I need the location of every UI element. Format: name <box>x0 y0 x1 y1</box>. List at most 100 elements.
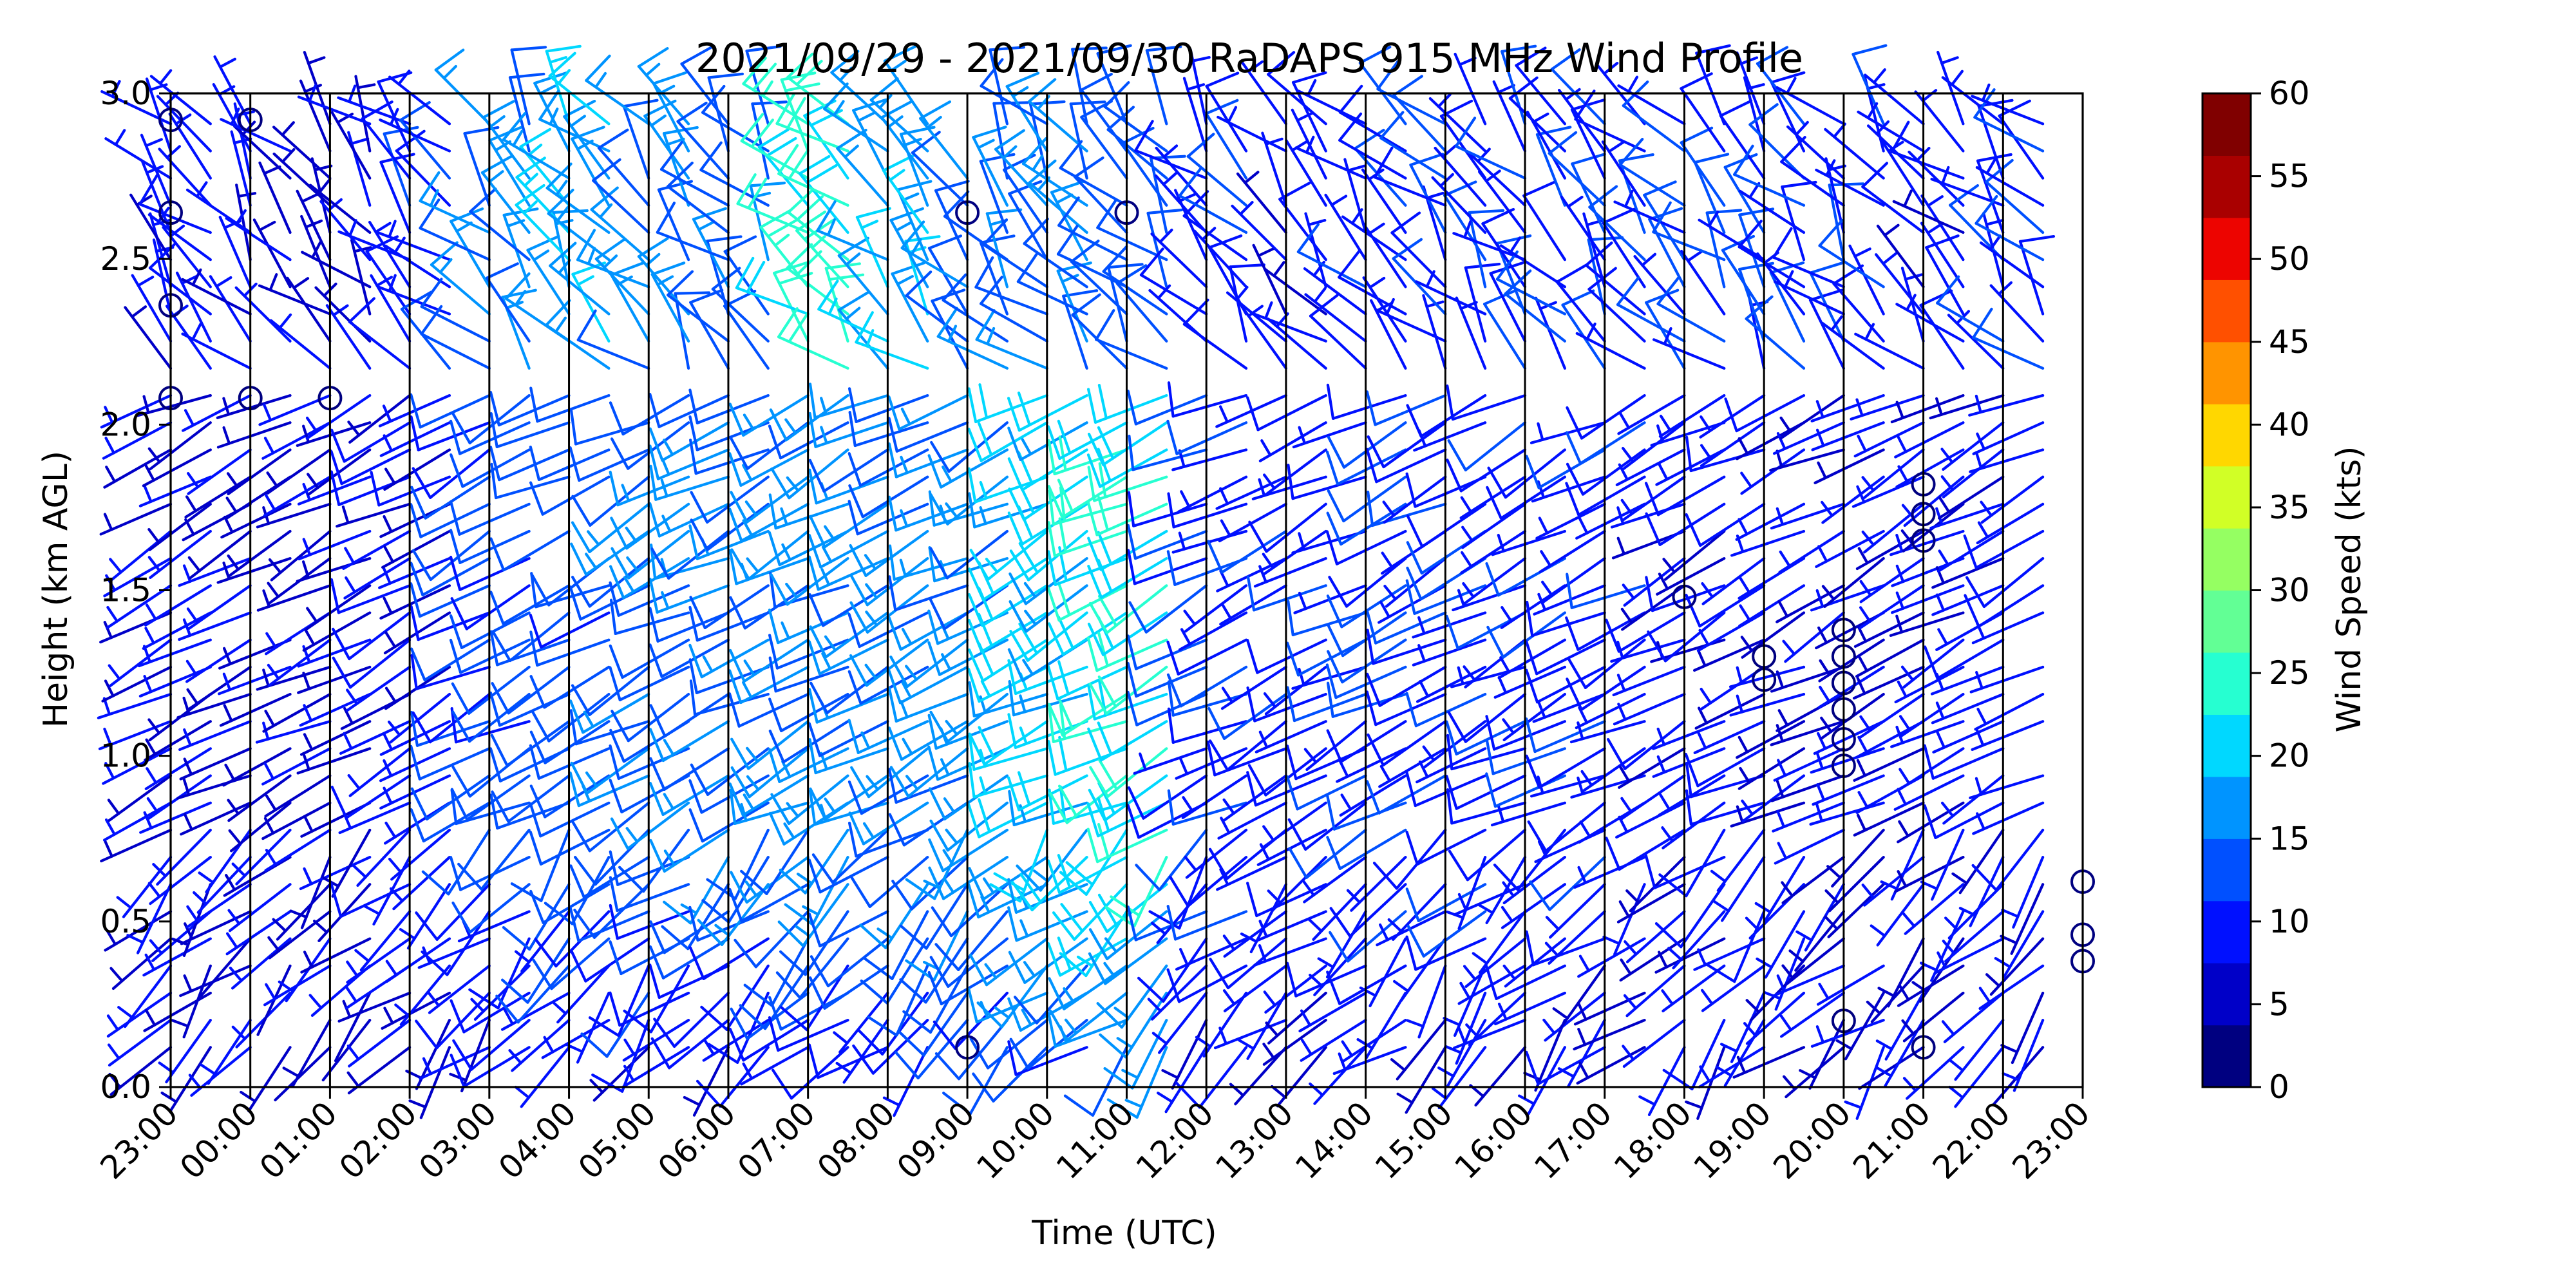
wind-barb <box>699 141 770 207</box>
barb-shaft <box>420 305 491 343</box>
x-tick-label: 07:00 <box>730 1094 822 1186</box>
barb-half-feather <box>226 472 240 489</box>
barb-half-feather <box>223 704 233 723</box>
barb-feather <box>768 697 783 732</box>
wind-barb <box>184 475 252 518</box>
wind-barb <box>775 93 849 153</box>
wind-barb <box>420 278 491 343</box>
barb-half-feather <box>322 876 340 888</box>
barb-shaft <box>539 828 611 866</box>
barb-feather <box>649 464 658 501</box>
barb-half-feather <box>383 733 393 751</box>
wind-barb <box>551 964 611 1024</box>
barb-half-feather <box>307 473 319 489</box>
barb-feather <box>692 207 727 221</box>
barb-half-feather <box>144 138 163 147</box>
wind-barb <box>529 801 611 838</box>
barb-feather <box>700 1005 728 1031</box>
x-tick-label: 23:00 <box>93 1094 185 1186</box>
wind-barb <box>777 144 849 207</box>
barb-half-feather <box>184 518 195 536</box>
barb-feather <box>569 446 581 482</box>
barb-feather <box>569 864 585 898</box>
barb-half-feather <box>781 760 791 779</box>
barb-shaft <box>469 1019 531 1071</box>
wind-barb <box>594 238 650 316</box>
barb-feather <box>728 549 738 585</box>
barb-shaft <box>507 665 571 715</box>
barb-half-feather <box>311 241 322 259</box>
barb-feather <box>573 908 596 939</box>
barb-feather <box>768 811 786 846</box>
barb-shaft <box>751 102 770 180</box>
barb-feather <box>768 729 785 764</box>
barb-feather <box>576 229 596 261</box>
barb-half-feather <box>108 664 121 681</box>
x-tick-label: 13:00 <box>1209 1094 1301 1186</box>
wind-barb <box>573 883 650 939</box>
barb-half-feather <box>266 471 279 488</box>
wind-barb <box>233 120 292 180</box>
wind-barb <box>450 991 531 1034</box>
wind-barb <box>415 991 491 1050</box>
barb-feather <box>489 630 499 667</box>
wind-barb <box>491 665 571 715</box>
wind-barb <box>217 665 292 696</box>
wind-barb <box>770 557 849 606</box>
barb-feather <box>451 710 471 743</box>
wind-barb <box>175 271 212 343</box>
wind-barb <box>158 145 212 207</box>
x-tick-label: 01:00 <box>252 1094 345 1186</box>
barb-feather <box>730 548 750 581</box>
wind-barb <box>730 475 810 524</box>
barb-shaft <box>348 320 412 370</box>
barb-feather <box>330 882 343 918</box>
barb-shaft <box>468 665 531 715</box>
barb-feather <box>609 470 620 507</box>
wind-barb <box>808 910 889 948</box>
wind-barb <box>334 991 372 1063</box>
barb-feather <box>609 940 623 976</box>
barb-feather <box>649 704 667 738</box>
barb-shaft <box>765 828 810 895</box>
wind-barb <box>347 131 372 207</box>
barb-feather <box>412 549 432 582</box>
wind-barb <box>745 45 782 126</box>
barb-feather <box>796 195 824 222</box>
barb-half-feather <box>103 513 113 531</box>
wind-barb <box>811 828 889 884</box>
wind-barb <box>650 1019 730 1070</box>
barb-half-feather <box>184 409 195 427</box>
barb-feather <box>768 748 781 783</box>
wind-barb <box>683 1046 730 1117</box>
barb-feather <box>746 261 766 294</box>
barb-feather <box>569 949 587 983</box>
wind-barb <box>296 557 372 583</box>
barb-feather <box>688 946 705 980</box>
wind-barb <box>419 198 491 261</box>
barb-feather <box>649 643 663 678</box>
wind-barb <box>529 828 611 866</box>
barb-half-feather <box>193 891 208 905</box>
barb-half-feather <box>109 967 124 983</box>
barb-feather <box>449 856 462 891</box>
barb-half-feather <box>556 205 569 222</box>
barb-half-feather <box>188 1074 202 1090</box>
barb-half-feather <box>267 663 280 680</box>
barb-half-feather <box>363 904 381 916</box>
barb-shaft <box>526 937 571 1004</box>
barb-half-feather <box>303 867 313 886</box>
wind-barb <box>142 448 212 488</box>
barb-feather <box>569 409 578 446</box>
barb-shaft <box>819 910 889 948</box>
barb-feather <box>730 737 750 770</box>
barb-shaft <box>540 611 611 649</box>
barb-half-feather <box>166 145 182 159</box>
barb-feather <box>420 305 443 336</box>
barb-shaft <box>429 448 491 499</box>
barb-feather <box>490 462 498 500</box>
wind-barb <box>730 720 810 770</box>
barb-shaft <box>274 1046 332 1102</box>
x-tick-label: 00:00 <box>173 1094 265 1186</box>
barb-feather <box>502 111 527 141</box>
